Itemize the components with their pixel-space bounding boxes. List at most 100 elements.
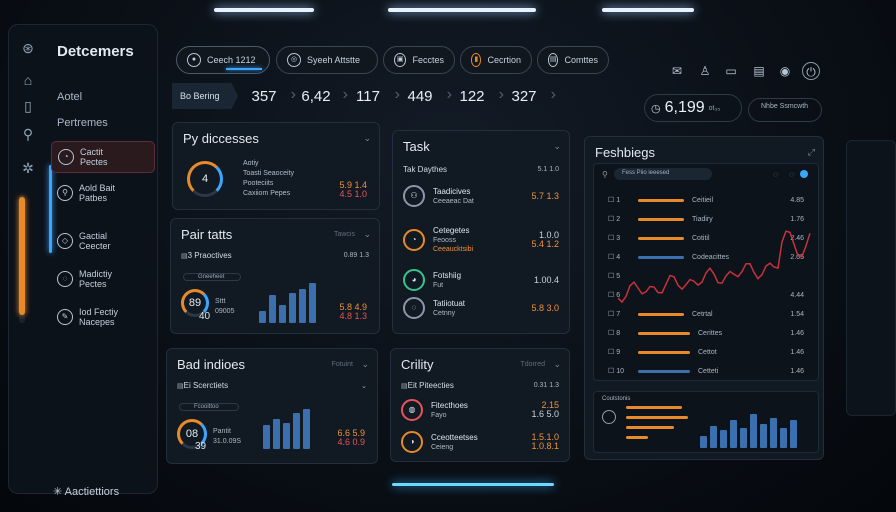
bar: [730, 420, 737, 448]
document-icon[interactable]: ▯: [24, 98, 32, 114]
search-icon[interactable]: ⚲: [22, 126, 34, 142]
row-label: Cettot: [698, 348, 717, 356]
feshbiegs-card: Feshbiegs ⤢ ⚲ Fess Piio ieeesed ◌ ◌ ☐ 1 C…: [584, 136, 824, 460]
sidebar-item-label: Gactial: [79, 231, 108, 241]
user-icon[interactable]: ♙: [699, 64, 711, 78]
section-label: Pertremes: [57, 117, 108, 129]
task-row[interactable]: ◕ Fotshiig Fut 1.00.4: [403, 265, 559, 295]
sidebar-item-iod-fectiy[interactable]: ✎ Iod Fectiy Nacepes: [51, 301, 155, 333]
stats-values: 5.8 4.9 4.8 1.3: [339, 303, 367, 321]
document-icon[interactable]: ▤: [753, 64, 765, 78]
brand-title: Detcemers: [57, 43, 134, 60]
bar: [790, 420, 797, 448]
bar-chart-icon: ▮: [471, 53, 482, 67]
tab-cecrtion[interactable]: ▮ Cecrtion: [460, 46, 532, 74]
task-row[interactable]: ◌ Tatiiotuat Cetnny 5.8 3.0: [403, 293, 559, 323]
ceiling-light: [214, 8, 314, 12]
globe-icon[interactable]: ◉: [779, 64, 791, 78]
chat-icon: ◌: [57, 271, 73, 287]
tab-comttes[interactable]: ▤ Comttes: [537, 46, 609, 74]
process-line: Toasti Seaoceity: [243, 170, 294, 177]
feshbiegs-row[interactable]: ☐ 5: [608, 270, 804, 282]
value-secondary: 4.5 1.0: [339, 189, 367, 199]
expand-icon[interactable]: ⤢: [807, 147, 815, 157]
search-icon: ⚲: [602, 170, 608, 179]
tab-syeeh[interactable]: ◎ Syeeh Attstte: [276, 46, 378, 74]
chevron-down-icon[interactable]: ⌄: [553, 359, 561, 369]
feshbiegs-row[interactable]: ☐ 4 Codeacittes 2.05: [608, 251, 804, 263]
ring-sublabel: 39: [195, 441, 207, 452]
row-value: 5.1 1.0: [537, 166, 559, 173]
chevron-down-icon[interactable]: ⌄: [363, 229, 371, 239]
chevron-down-icon[interactable]: ⌄: [361, 382, 367, 390]
panel-search-input[interactable]: Fess Piio ieeesed: [614, 168, 712, 180]
lock-icon: ▣: [394, 53, 407, 67]
sidebar-item-cactit[interactable]: ◔ Cactit Pectes: [51, 141, 155, 173]
sidebar-footer-label: Aactiettiors: [64, 486, 120, 498]
bar: [770, 418, 777, 448]
chart-icon: ◔: [58, 149, 74, 165]
home-icon[interactable]: ⌂: [23, 72, 33, 88]
task-row[interactable]: ◔ Cetegetes Feooss Ceeaucktsibi 1.0.0 5.4 1…: [403, 225, 559, 255]
tab-label: Syeeh Attstte: [307, 55, 361, 65]
sidebar-item-label: Madictiy: [79, 269, 113, 279]
summary-value-pill[interactable]: ◷ 6,199 ot₃₅: [644, 94, 742, 122]
feshbiegs-row[interactable]: ☐ 7 Cetrtal 1.54: [608, 308, 804, 320]
sidebar-item-gactial[interactable]: ◇ Gactial Ceecter: [51, 225, 155, 257]
icon-rail: ⊛ ⌂ ▯ ⚲ ✲: [13, 35, 43, 475]
bar: [710, 426, 717, 448]
row-label: Tak Daythes: [403, 165, 448, 174]
tab-fecctes[interactable]: ▣ Fecctes: [383, 46, 455, 74]
value-primary: 6.6 5.9: [337, 428, 365, 438]
chevron-down-icon[interactable]: ⌄: [553, 141, 561, 151]
row-value: 4.44: [790, 291, 804, 299]
scroll-thumb[interactable]: [19, 197, 25, 315]
ceiling-light: [388, 8, 536, 12]
feshbiegs-row[interactable]: ☐ 3 Cotitil 2.46: [608, 232, 804, 244]
logo-icon[interactable]: ⊛: [22, 40, 34, 56]
mini-bar-chart: [259, 281, 316, 323]
crility-row[interactable]: ◍ Fitecthoes Fayo 2.15 1.6 5.0: [401, 395, 559, 425]
row-value: 1.46: [790, 367, 804, 375]
feshbiegs-row[interactable]: ☐ 1 Ceitieil 4.85: [608, 194, 804, 206]
row-number: ☐ 4: [608, 254, 621, 261]
task-row[interactable]: ⚇ Taadicives Ceeaeac Dat 5.7 1.3: [403, 181, 559, 211]
chevron-down-icon[interactable]: ⌄: [363, 133, 371, 143]
mail-icon[interactable]: ✉: [671, 64, 683, 78]
task-sub: Ceeaeac Dat: [433, 197, 474, 205]
tab-ceech[interactable]: ● Ceech 1212: [176, 46, 270, 74]
feshbiegs-row[interactable]: ☐ 6 4.44: [608, 289, 804, 301]
feshbiegs-row[interactable]: ☐ 9 Cettot 1.46: [608, 346, 804, 358]
filter-icon[interactable]: ◌: [773, 170, 778, 179]
globe-icon: ◎: [287, 53, 301, 67]
bar: [279, 305, 286, 323]
feshbiegs-row[interactable]: ☐ 10 Cetteti 1.46: [608, 365, 804, 377]
row-bar: [638, 369, 690, 373]
row-number: ☐ 3: [608, 235, 621, 242]
card-row: ▤ Eit Piteecties 0.31 1.3: [401, 381, 559, 390]
sidebar-item-aold-bait[interactable]: ⚲ Aold Bait Patbes: [51, 177, 155, 209]
sidebar-footer[interactable]: ✳ Aactiettiors: [53, 485, 119, 498]
value-secondary: 4.8 1.3: [339, 311, 367, 321]
feshbiegs-row[interactable]: ☐ 2 Tiadiry 1.76: [608, 213, 804, 225]
chat-icon: ◌: [403, 297, 425, 319]
card-icon[interactable]: ▭: [725, 64, 737, 78]
crility-row[interactable]: ◑ Cceotteetses Ceieng 1.5.1.0 1.0.8.1: [401, 427, 559, 457]
row-bar: [638, 350, 690, 354]
power-icon[interactable]: ⏻: [802, 62, 820, 80]
row-title: Fitecthoes: [431, 400, 468, 410]
sidebar-item-label: Cactit: [80, 147, 104, 157]
feshbiegs-row[interactable]: ☐ 8 Cerittes 1.46: [608, 327, 804, 339]
settings-icon[interactable]: ✲: [22, 160, 34, 176]
task-sub: Feooss: [433, 237, 456, 244]
card-caption: Gneeheet: [183, 273, 241, 281]
sort-icon[interactable]: ◌: [789, 170, 794, 179]
stat-value: 6,42: [290, 86, 348, 105]
chevron-down-icon[interactable]: ⌄: [361, 359, 369, 369]
summary-pill[interactable]: Nhbe Ssmcwth: [748, 98, 822, 122]
stat-value: 122: [446, 86, 504, 105]
pair-stats-card: Pair tatts Tawcis ⌄ ▤ 3 Praoctives 0.89 1…: [170, 218, 380, 334]
stat-value: 117: [342, 86, 400, 105]
stats-small: Sttt 09005: [215, 297, 234, 317]
sidebar-item-madictiy[interactable]: ◌ Madictiy Pectes: [51, 263, 155, 295]
